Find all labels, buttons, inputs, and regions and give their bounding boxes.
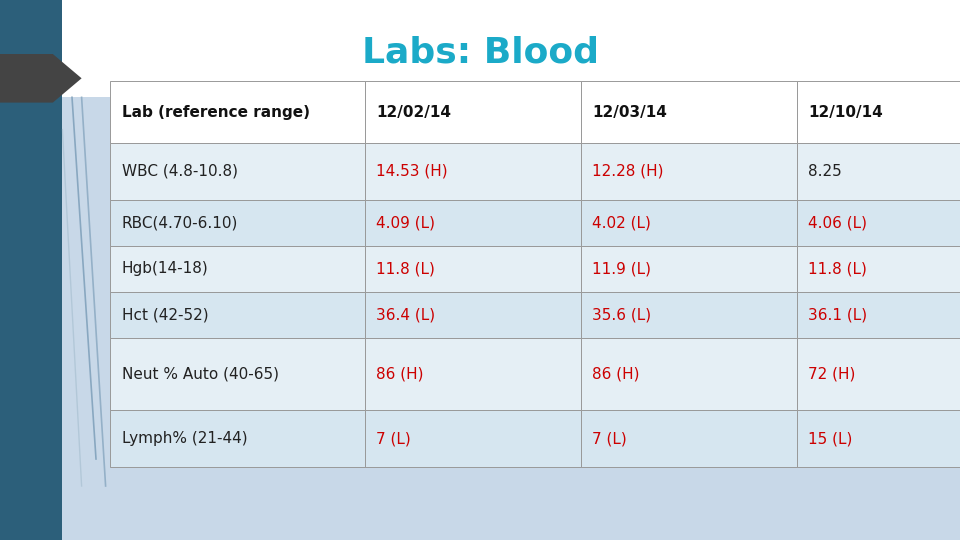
Text: 12.28 (H): 12.28 (H) <box>592 164 663 179</box>
Text: 15 (L): 15 (L) <box>808 431 852 446</box>
Text: Hct (42-52): Hct (42-52) <box>122 307 208 322</box>
Text: 11.9 (L): 11.9 (L) <box>592 261 651 276</box>
Bar <box>797 81 960 143</box>
Bar <box>797 200 960 246</box>
Bar <box>365 81 581 143</box>
Bar <box>110 200 365 246</box>
Text: 4.06 (L): 4.06 (L) <box>808 215 867 230</box>
Text: 7 (L): 7 (L) <box>376 431 411 446</box>
Text: 14.53 (H): 14.53 (H) <box>376 164 448 179</box>
Text: 11.8 (L): 11.8 (L) <box>808 261 867 276</box>
Bar <box>581 338 797 410</box>
Bar <box>365 246 581 292</box>
Text: Lymph% (21-44): Lymph% (21-44) <box>122 431 248 446</box>
Bar <box>365 292 581 338</box>
Bar <box>0 0 960 97</box>
Bar <box>365 200 581 246</box>
Text: 12/02/14: 12/02/14 <box>376 105 451 119</box>
Bar <box>581 410 797 467</box>
Bar <box>110 338 365 410</box>
Text: Lab (reference range): Lab (reference range) <box>122 105 310 119</box>
Text: 86 (H): 86 (H) <box>376 367 423 381</box>
Text: 36.4 (L): 36.4 (L) <box>376 307 436 322</box>
Text: 72 (H): 72 (H) <box>808 367 855 381</box>
Bar <box>797 246 960 292</box>
Text: 7 (L): 7 (L) <box>592 431 627 446</box>
Bar <box>365 410 581 467</box>
Bar <box>581 143 797 200</box>
Bar <box>581 81 797 143</box>
Text: WBC (4.8-10.8): WBC (4.8-10.8) <box>122 164 238 179</box>
Text: Labs: Blood: Labs: Blood <box>362 35 598 69</box>
Text: 12/03/14: 12/03/14 <box>592 105 667 119</box>
Text: 35.6 (L): 35.6 (L) <box>592 307 652 322</box>
Bar <box>110 143 365 200</box>
Bar <box>365 338 581 410</box>
Text: 4.09 (L): 4.09 (L) <box>376 215 435 230</box>
Bar <box>797 338 960 410</box>
Bar <box>365 143 581 200</box>
Text: Neut % Auto (40-65): Neut % Auto (40-65) <box>122 367 279 381</box>
Bar <box>581 246 797 292</box>
Text: 8.25: 8.25 <box>808 164 842 179</box>
Text: 36.1 (L): 36.1 (L) <box>808 307 868 322</box>
Bar <box>797 143 960 200</box>
Text: 12/10/14: 12/10/14 <box>808 105 883 119</box>
Bar <box>110 410 365 467</box>
Bar <box>581 200 797 246</box>
Bar <box>0 0 62 540</box>
Bar <box>581 292 797 338</box>
Text: 11.8 (L): 11.8 (L) <box>376 261 435 276</box>
Text: 86 (H): 86 (H) <box>592 367 639 381</box>
Text: Hgb(14-18): Hgb(14-18) <box>122 261 208 276</box>
Text: 4.02 (L): 4.02 (L) <box>592 215 651 230</box>
Text: RBC(4.70-6.10): RBC(4.70-6.10) <box>122 215 238 230</box>
Bar <box>110 81 365 143</box>
Polygon shape <box>0 54 82 103</box>
Bar <box>110 246 365 292</box>
Bar <box>797 410 960 467</box>
Bar <box>797 292 960 338</box>
Bar <box>110 292 365 338</box>
